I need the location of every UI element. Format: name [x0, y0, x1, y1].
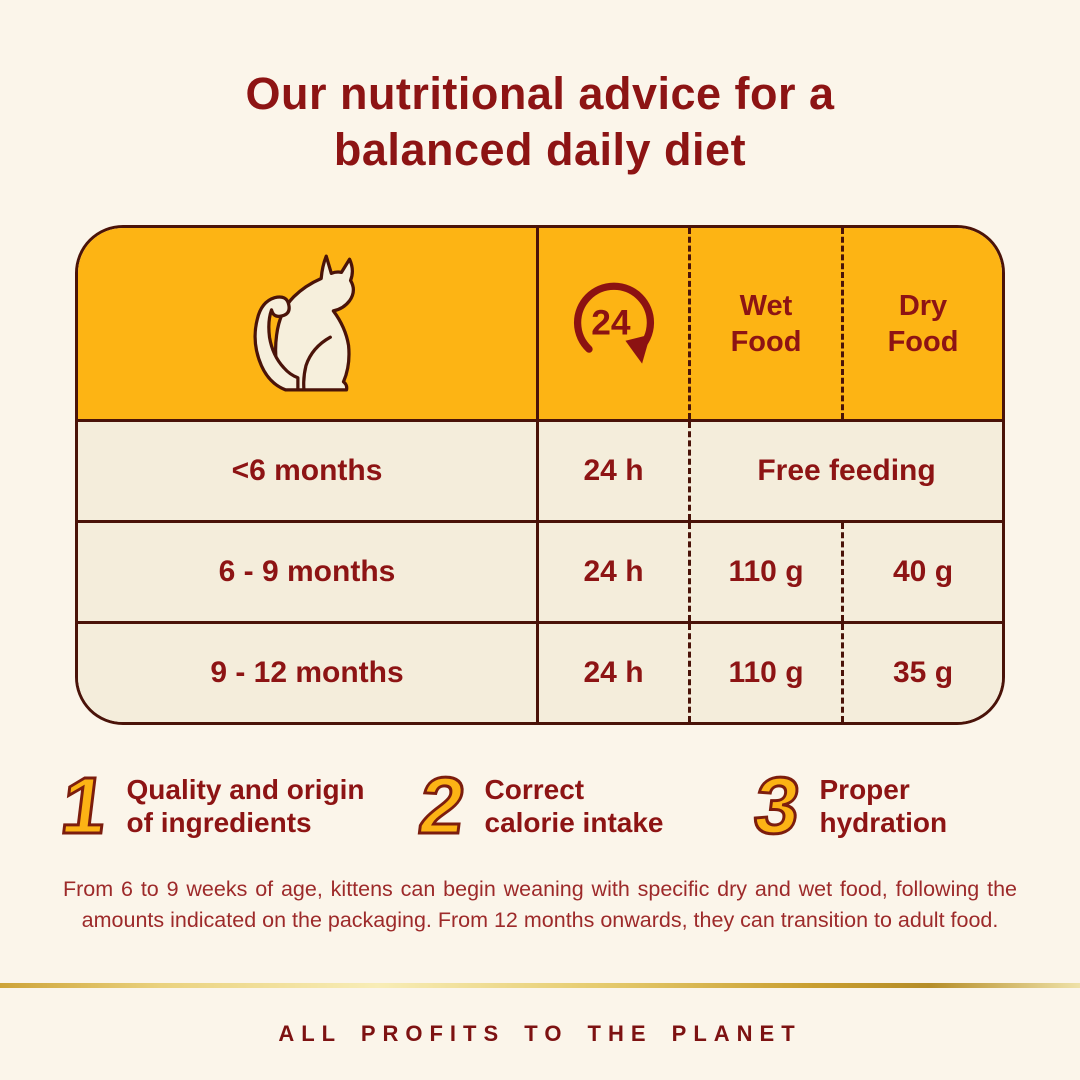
header-cell-frequency: 24 [536, 228, 688, 419]
tip-label-1-line2: of ingredients [126, 807, 312, 838]
dry-food-cell: 35 g [841, 624, 1002, 722]
clock-24-label: 24 [591, 303, 631, 342]
tip-label-2-line1: Correct [484, 774, 585, 805]
age-cell: <6 months [231, 454, 383, 487]
wet-food-header-label: Wet Food [730, 289, 802, 358]
tip-label-2-line2: calorie intake [484, 807, 664, 838]
tip-calorie-intake: 2 Correct calorie intake [413, 760, 664, 852]
tip-number-3: 3 [748, 760, 806, 852]
tip-quality-ingredients: 1 Quality and origin of ingredients [55, 760, 365, 852]
tip-label-3-line2: hydration [819, 807, 948, 838]
dry-food-header-label: Dry Food [887, 289, 959, 358]
wet-food-cell: 110 g [688, 523, 841, 621]
tip-number-1: 1 [55, 760, 113, 852]
header-cell-age [78, 228, 536, 419]
tip-label-3-line1: Proper [819, 774, 910, 805]
header-cell-dry-food: Dry Food [841, 228, 1002, 419]
dry-food-cell: 40 g [841, 523, 1002, 621]
24-hour-clock-icon: 24 [562, 268, 666, 380]
tip-label-1: Quality and origin of ingredients [127, 773, 365, 839]
table-row-9-12-months: 9 - 12 months 24 h 110 g 35 g [78, 621, 1002, 722]
tip-label-3: Proper hydration [820, 773, 948, 839]
age-cell: 9 - 12 months [210, 656, 404, 689]
frequency-cell: 24 h [536, 624, 688, 722]
free-feeding-cell: Free feeding [688, 422, 1002, 520]
page-title: Our nutritional advice for a balanced da… [0, 66, 1080, 178]
age-cell: 6 - 9 months [218, 555, 396, 588]
tip-label-1-line1: Quality and origin [126, 774, 365, 805]
tip-label-2: Correct calorie intake [485, 773, 664, 839]
wet-food-cell: 110 g [688, 624, 841, 722]
footer-slogan: ALL PROFITS TO THE PLANET [278, 1021, 802, 1046]
gold-divider-line [0, 983, 1080, 988]
feeding-table: 24 Wet Food Dry Food <6 months 24 h Free… [75, 225, 1005, 725]
cat-icon [231, 244, 383, 404]
frequency-cell: 24 h [536, 422, 688, 520]
tip-hydration: 3 Proper hydration [748, 760, 948, 852]
frequency-cell: 24 h [536, 523, 688, 621]
table-row-6-9-months: 6 - 9 months 24 h 110 g 40 g [78, 520, 1002, 621]
tip-number-2: 2 [413, 760, 471, 852]
page-title-line2: balanced daily diet [333, 124, 747, 175]
page-title-line1: Our nutritional advice for a [245, 68, 835, 119]
table-header-row: 24 Wet Food Dry Food [78, 228, 1002, 419]
weaning-footnote: From 6 to 9 weeks of age, kittens can be… [63, 877, 1017, 932]
table-row-under-6-months: <6 months 24 h Free feeding [78, 419, 1002, 520]
header-cell-wet-food: Wet Food [688, 228, 841, 419]
tips-section: 1 Quality and origin of ingredients 2 Co… [0, 760, 1080, 872]
